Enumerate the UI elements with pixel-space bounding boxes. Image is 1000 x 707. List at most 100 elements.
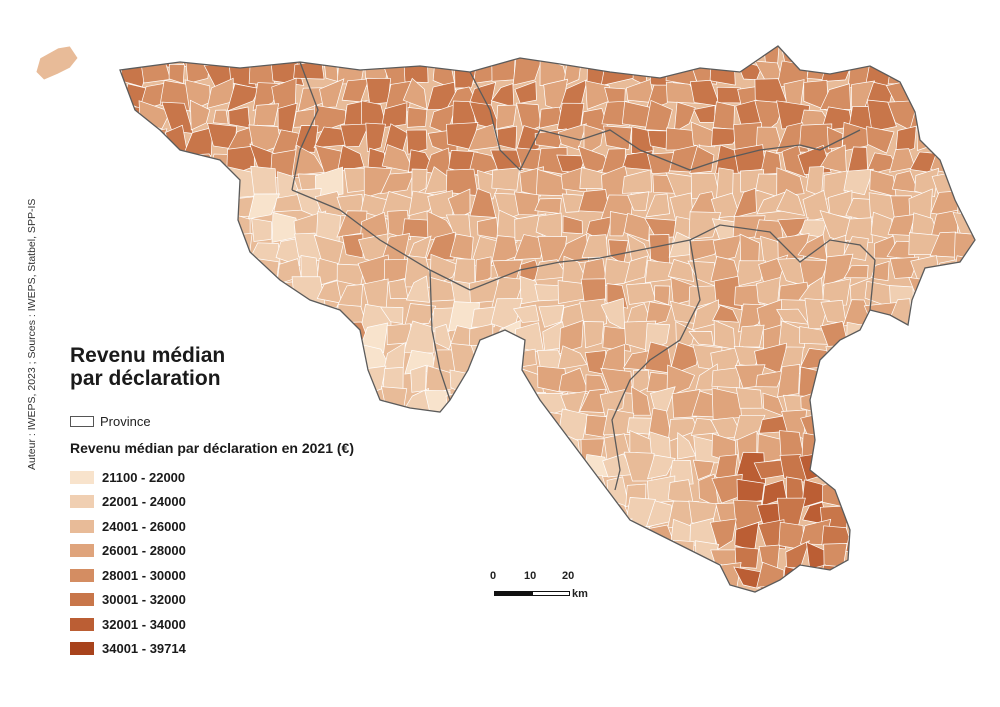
commune: [515, 502, 541, 523]
commune: [512, 304, 540, 323]
commune: [647, 608, 673, 640]
commune: [249, 370, 282, 394]
commune: [623, 526, 651, 552]
commune: [247, 474, 278, 501]
commune: [209, 525, 235, 549]
commune: [977, 280, 1000, 302]
commune: [161, 254, 190, 282]
commune: [843, 265, 869, 279]
enclave-commune: [35, 45, 79, 81]
commune: [494, 607, 519, 636]
commune: [916, 85, 938, 110]
commune: [338, 416, 369, 441]
commune: [866, 407, 895, 442]
commune: [804, 46, 825, 68]
scale-unit: km: [572, 588, 588, 600]
commune: [954, 545, 975, 574]
province-boundaries: [119, 45, 976, 593]
commune: [953, 364, 975, 399]
commune: [712, 234, 743, 262]
commune: [365, 122, 386, 153]
commune: [977, 498, 999, 519]
commune: [565, 476, 583, 499]
commune: [666, 46, 694, 66]
commune: [522, 527, 541, 542]
commune: [206, 169, 236, 197]
commune: [411, 433, 436, 462]
commune: [913, 66, 940, 89]
commune: [952, 457, 975, 476]
commune: [912, 411, 939, 441]
commune: [513, 475, 540, 502]
commune: [687, 583, 721, 592]
commune: [120, 46, 148, 65]
scale-segment-white: [532, 591, 570, 596]
commune: [627, 191, 650, 211]
commune: [293, 125, 319, 153]
commune: [207, 238, 238, 266]
commune: [827, 454, 849, 480]
commune: [493, 455, 522, 479]
commune: [182, 127, 213, 156]
commune: [471, 46, 498, 63]
commune: [320, 320, 345, 353]
commune: [867, 588, 889, 592]
commune: [451, 609, 474, 637]
commune: [141, 195, 167, 214]
commune: [492, 347, 524, 376]
commune: [892, 328, 913, 350]
commune: [426, 412, 458, 439]
commune: [671, 590, 699, 592]
commune: [226, 461, 260, 482]
commune: [298, 387, 318, 417]
commune: [951, 255, 975, 285]
commune: [184, 587, 209, 592]
commune: [475, 413, 503, 437]
commune: [163, 209, 186, 243]
commune: [801, 586, 832, 592]
commune: [426, 542, 458, 570]
province-swatch: [70, 416, 94, 427]
commune: [205, 385, 237, 414]
commune: [908, 276, 942, 303]
commune: [645, 193, 671, 218]
commune: [514, 125, 541, 155]
commune: [473, 438, 500, 458]
legend-class-label: 21100 - 22000: [102, 469, 186, 485]
commune: [406, 606, 432, 636]
commune: [936, 501, 962, 529]
legend-class: 30001 - 32000: [70, 588, 186, 613]
commune: [139, 46, 172, 69]
commune: [954, 498, 975, 525]
commune: [138, 277, 171, 308]
legend-class-label: 24001 - 26000: [102, 518, 186, 534]
commune: [120, 211, 148, 243]
commune: [191, 482, 213, 509]
commune: [120, 167, 150, 200]
scale-label-0: 0: [490, 570, 497, 582]
commune: [583, 321, 605, 349]
commune: [161, 46, 190, 62]
commune: [976, 606, 1000, 638]
legend-class-label: 26001 - 28000: [102, 543, 186, 559]
commune: [296, 344, 319, 374]
commune: [929, 61, 956, 91]
commune: [251, 257, 280, 284]
commune: [538, 46, 569, 66]
commune: [318, 343, 346, 370]
commune: [425, 231, 456, 261]
commune: [891, 350, 913, 377]
commune: [120, 193, 125, 217]
commune: [120, 56, 121, 83]
commune: [294, 371, 317, 390]
commune: [385, 46, 405, 60]
commune: [976, 520, 1000, 545]
commune: [164, 171, 194, 193]
commune: [822, 366, 850, 394]
commune: [580, 278, 606, 304]
commune: [406, 497, 431, 530]
commune: [915, 475, 939, 509]
commune: [291, 46, 320, 65]
commune: [123, 299, 148, 330]
commune: [427, 460, 457, 485]
